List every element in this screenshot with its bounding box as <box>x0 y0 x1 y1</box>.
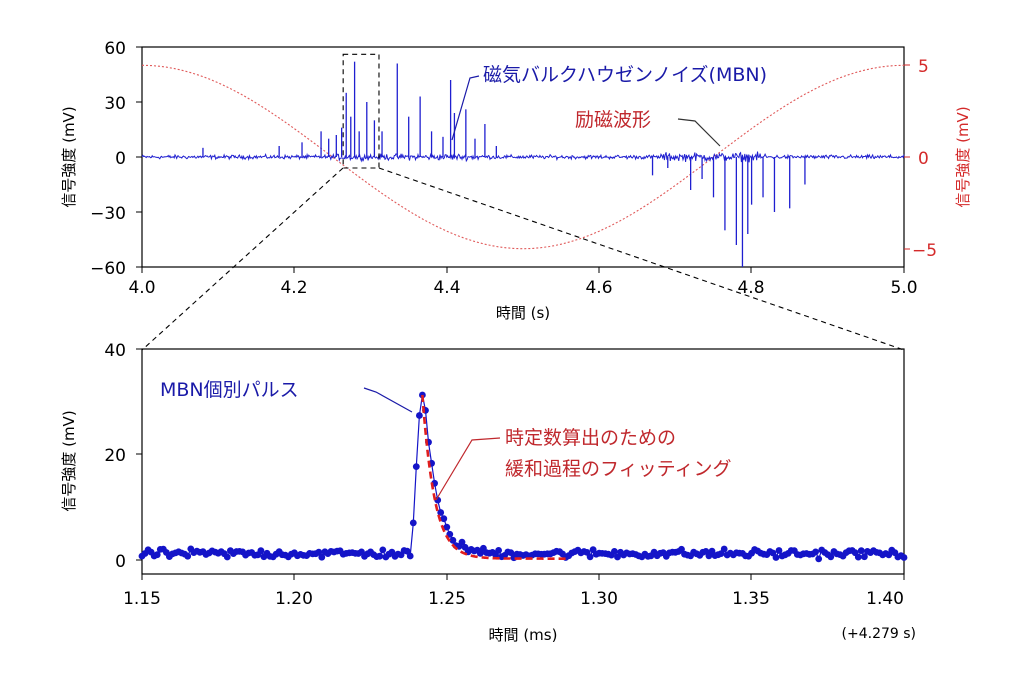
pulse-point <box>434 496 442 504</box>
bottom-y-ticks: 40 20 0 <box>104 341 142 572</box>
x-tick: 1.40 <box>866 589 904 609</box>
pulse-point <box>257 547 265 555</box>
y-tick: 60 <box>104 39 126 59</box>
pulse-point <box>678 545 685 553</box>
y-tick: 30 <box>104 94 126 114</box>
top-panel: 60 30 0 −30 −60 5 0 −5 4 <box>60 39 972 322</box>
pulse-point <box>495 547 502 554</box>
pulse-point <box>153 551 161 559</box>
y-tick: −30 <box>90 204 126 224</box>
x-tick: 1.30 <box>580 589 618 609</box>
x-tick: 4.4 <box>433 278 460 298</box>
x-tick: 1.20 <box>275 589 313 609</box>
pulse-point <box>376 552 384 560</box>
pulse-point <box>812 548 819 556</box>
mbn-noise-path <box>141 151 905 163</box>
x-tick: 1.25 <box>428 589 466 609</box>
y-right-tick: 5 <box>918 57 929 77</box>
pulse-point <box>184 552 192 560</box>
excitation-annotation-leader <box>677 118 721 147</box>
mbn-annotation: 磁気バルクハウゼンノイズ(MBN) <box>483 64 767 86</box>
pulse-point <box>507 549 515 556</box>
top-right-y-axis-label: 信号強度 (mV) <box>954 106 972 207</box>
x-tick: 5.0 <box>890 278 917 298</box>
pulse-point <box>772 554 780 561</box>
fit-annotation-line-1: 時定数算出のための <box>505 427 676 449</box>
top-left-y-ticks: 60 30 0 −30 −60 <box>90 39 142 279</box>
pulse-point <box>815 555 823 563</box>
bottom-plot-frame <box>141 348 905 575</box>
pulse-point <box>900 554 908 561</box>
bottom-panel: 40 20 0 1.15 1.20 1.25 1.30 1.35 1.40 時間… <box>60 341 916 644</box>
y-tick: −60 <box>90 259 126 279</box>
top-y-axis-label: 信号強度 (mV) <box>60 106 78 207</box>
excitation-annotation: 励磁波形 <box>575 109 651 131</box>
pulse-annotation-leader <box>363 387 413 413</box>
y-tick: 40 <box>104 341 126 361</box>
bottom-x-axis-label: 時間 (ms) <box>489 626 558 644</box>
x-tick: 1.35 <box>732 589 770 609</box>
pulse-point <box>857 547 865 554</box>
pulse-point <box>446 530 454 538</box>
pulse-point <box>720 545 728 553</box>
y-tick: 20 <box>104 446 126 466</box>
zoom-connector-lines <box>141 167 905 351</box>
pulse-point <box>775 547 783 554</box>
fit-annotation-leader <box>435 437 501 501</box>
pulse-point <box>412 463 420 470</box>
x-tick: 4.8 <box>737 278 764 298</box>
pulse-point <box>379 546 387 554</box>
top-x-ticks: 4.0 4.2 4.4 4.6 4.8 5.0 <box>128 267 918 298</box>
pulse-annotation: MBN個別パルス <box>160 379 299 401</box>
pulse-point <box>443 523 451 531</box>
x-tick: 4.2 <box>280 278 307 298</box>
pulse-point <box>318 553 326 561</box>
fitting-curve-path <box>421 394 566 560</box>
y-tick: 0 <box>115 552 126 572</box>
pulse-point <box>861 553 868 561</box>
x-offset-note: (+4.279 s) <box>842 626 916 642</box>
pulse-point <box>409 519 417 527</box>
pulse-point <box>406 552 414 560</box>
excitation-waveform-line <box>142 64 904 250</box>
top-right-y-ticks: 5 0 −5 <box>904 57 937 261</box>
pulse-point <box>440 515 448 523</box>
pulse-point <box>315 548 323 556</box>
fit-annotation-line-2: 緩和過程のフィッティング <box>505 458 731 480</box>
bottom-x-ticks: 1.15 1.20 1.25 1.30 1.35 1.40 <box>123 574 905 609</box>
pulse-point <box>827 553 835 561</box>
fitting-curve <box>421 394 566 560</box>
pulse-point <box>437 509 445 516</box>
x-tick: 4.0 <box>128 278 155 298</box>
pulse-point <box>611 548 618 555</box>
x-tick: 4.6 <box>585 278 612 298</box>
pulse-point <box>223 553 231 561</box>
pulse-point <box>416 412 423 419</box>
pulse-point <box>586 553 594 561</box>
bottom-y-axis-label: 信号強度 (mV) <box>60 410 78 511</box>
pulse-point <box>476 550 484 557</box>
mbn-pulse-points <box>138 391 908 563</box>
y-right-tick: 0 <box>918 149 929 169</box>
pulse-point <box>458 538 466 546</box>
pulse-point <box>449 536 457 544</box>
zoom-box-rect <box>342 53 380 169</box>
y-right-tick: −5 <box>912 241 937 261</box>
pulse-point <box>854 553 862 561</box>
mbn-signal-line <box>141 61 905 267</box>
mbn-annotation-leader <box>451 75 480 141</box>
x-tick: 1.15 <box>123 589 161 609</box>
y-tick: 0 <box>115 149 126 169</box>
top-x-axis-label: 時間 (s) <box>496 304 550 322</box>
excitation-waveform-path <box>142 64 904 250</box>
zoom-box <box>342 53 380 169</box>
